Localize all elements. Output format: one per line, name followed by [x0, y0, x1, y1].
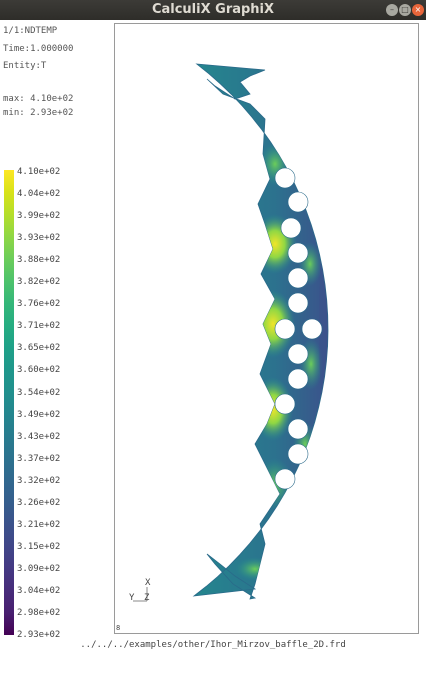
canvas-corner-marker: 8 [116, 624, 121, 632]
baffle-model [133, 63, 329, 602]
legend-value-label: 3.49e+02 [17, 409, 61, 420]
legend-value-label: 3.32e+02 [17, 475, 61, 486]
entity-label: Entity:T [3, 61, 47, 71]
legend-value-label: 3.76e+02 [17, 299, 61, 310]
legend-value-label: 4.10e+02 [17, 167, 61, 177]
legend-value-label: 3.82e+02 [17, 277, 61, 288]
file-path: ../../../examples/other/Ihor_Mirzov_baff… [80, 640, 346, 650]
legend-value-label: 3.09e+02 [17, 563, 61, 574]
legend-value-label: 3.37e+02 [17, 453, 61, 464]
legend-value-label: 3.21e+02 [17, 519, 61, 530]
legend-value-label: 2.93e+02 [17, 630, 61, 641]
legend-value-label: 3.43e+02 [17, 431, 61, 442]
legend-value-label: 3.54e+02 [17, 387, 61, 398]
legend-value-label: 3.99e+02 [17, 211, 61, 222]
legend-value-label: 3.15e+02 [17, 541, 61, 552]
legend-value-label: 3.71e+02 [17, 321, 61, 332]
axis-triad [133, 587, 148, 602]
time-label: Time:1.000000 [3, 44, 74, 54]
axis-z-label: Z [144, 593, 150, 603]
legend-value-label: 3.60e+02 [17, 365, 61, 376]
step-label: 1/1:NDTEMP [3, 26, 58, 36]
axis-x-label: X [145, 578, 151, 588]
title-bar [0, 0, 426, 20]
minimize-button[interactable]: – [386, 4, 398, 16]
legend-value-label: 3.65e+02 [17, 343, 61, 354]
legend-value-label: 2.98e+02 [17, 608, 61, 618]
maximize-button[interactable]: □ [399, 4, 411, 16]
max-label: max: 4.10e+02 [3, 94, 74, 104]
legend-value-label: 4.04e+02 [17, 189, 61, 200]
legend-value-label: 3.04e+02 [17, 585, 61, 596]
render-viewport[interactable] [114, 23, 419, 634]
min-label: min: 2.93e+02 [3, 108, 74, 118]
window-title: CalculiX GraphiX [151, 2, 275, 17]
color-legend-bar [4, 170, 14, 635]
axis-y-label: Y [129, 593, 135, 603]
legend-value-label: 3.93e+02 [17, 233, 61, 244]
close-button[interactable]: × [412, 4, 424, 16]
legend-value-label: 3.88e+02 [17, 255, 61, 266]
legend-value-label: 3.26e+02 [17, 497, 61, 508]
holes [274, 167, 323, 490]
